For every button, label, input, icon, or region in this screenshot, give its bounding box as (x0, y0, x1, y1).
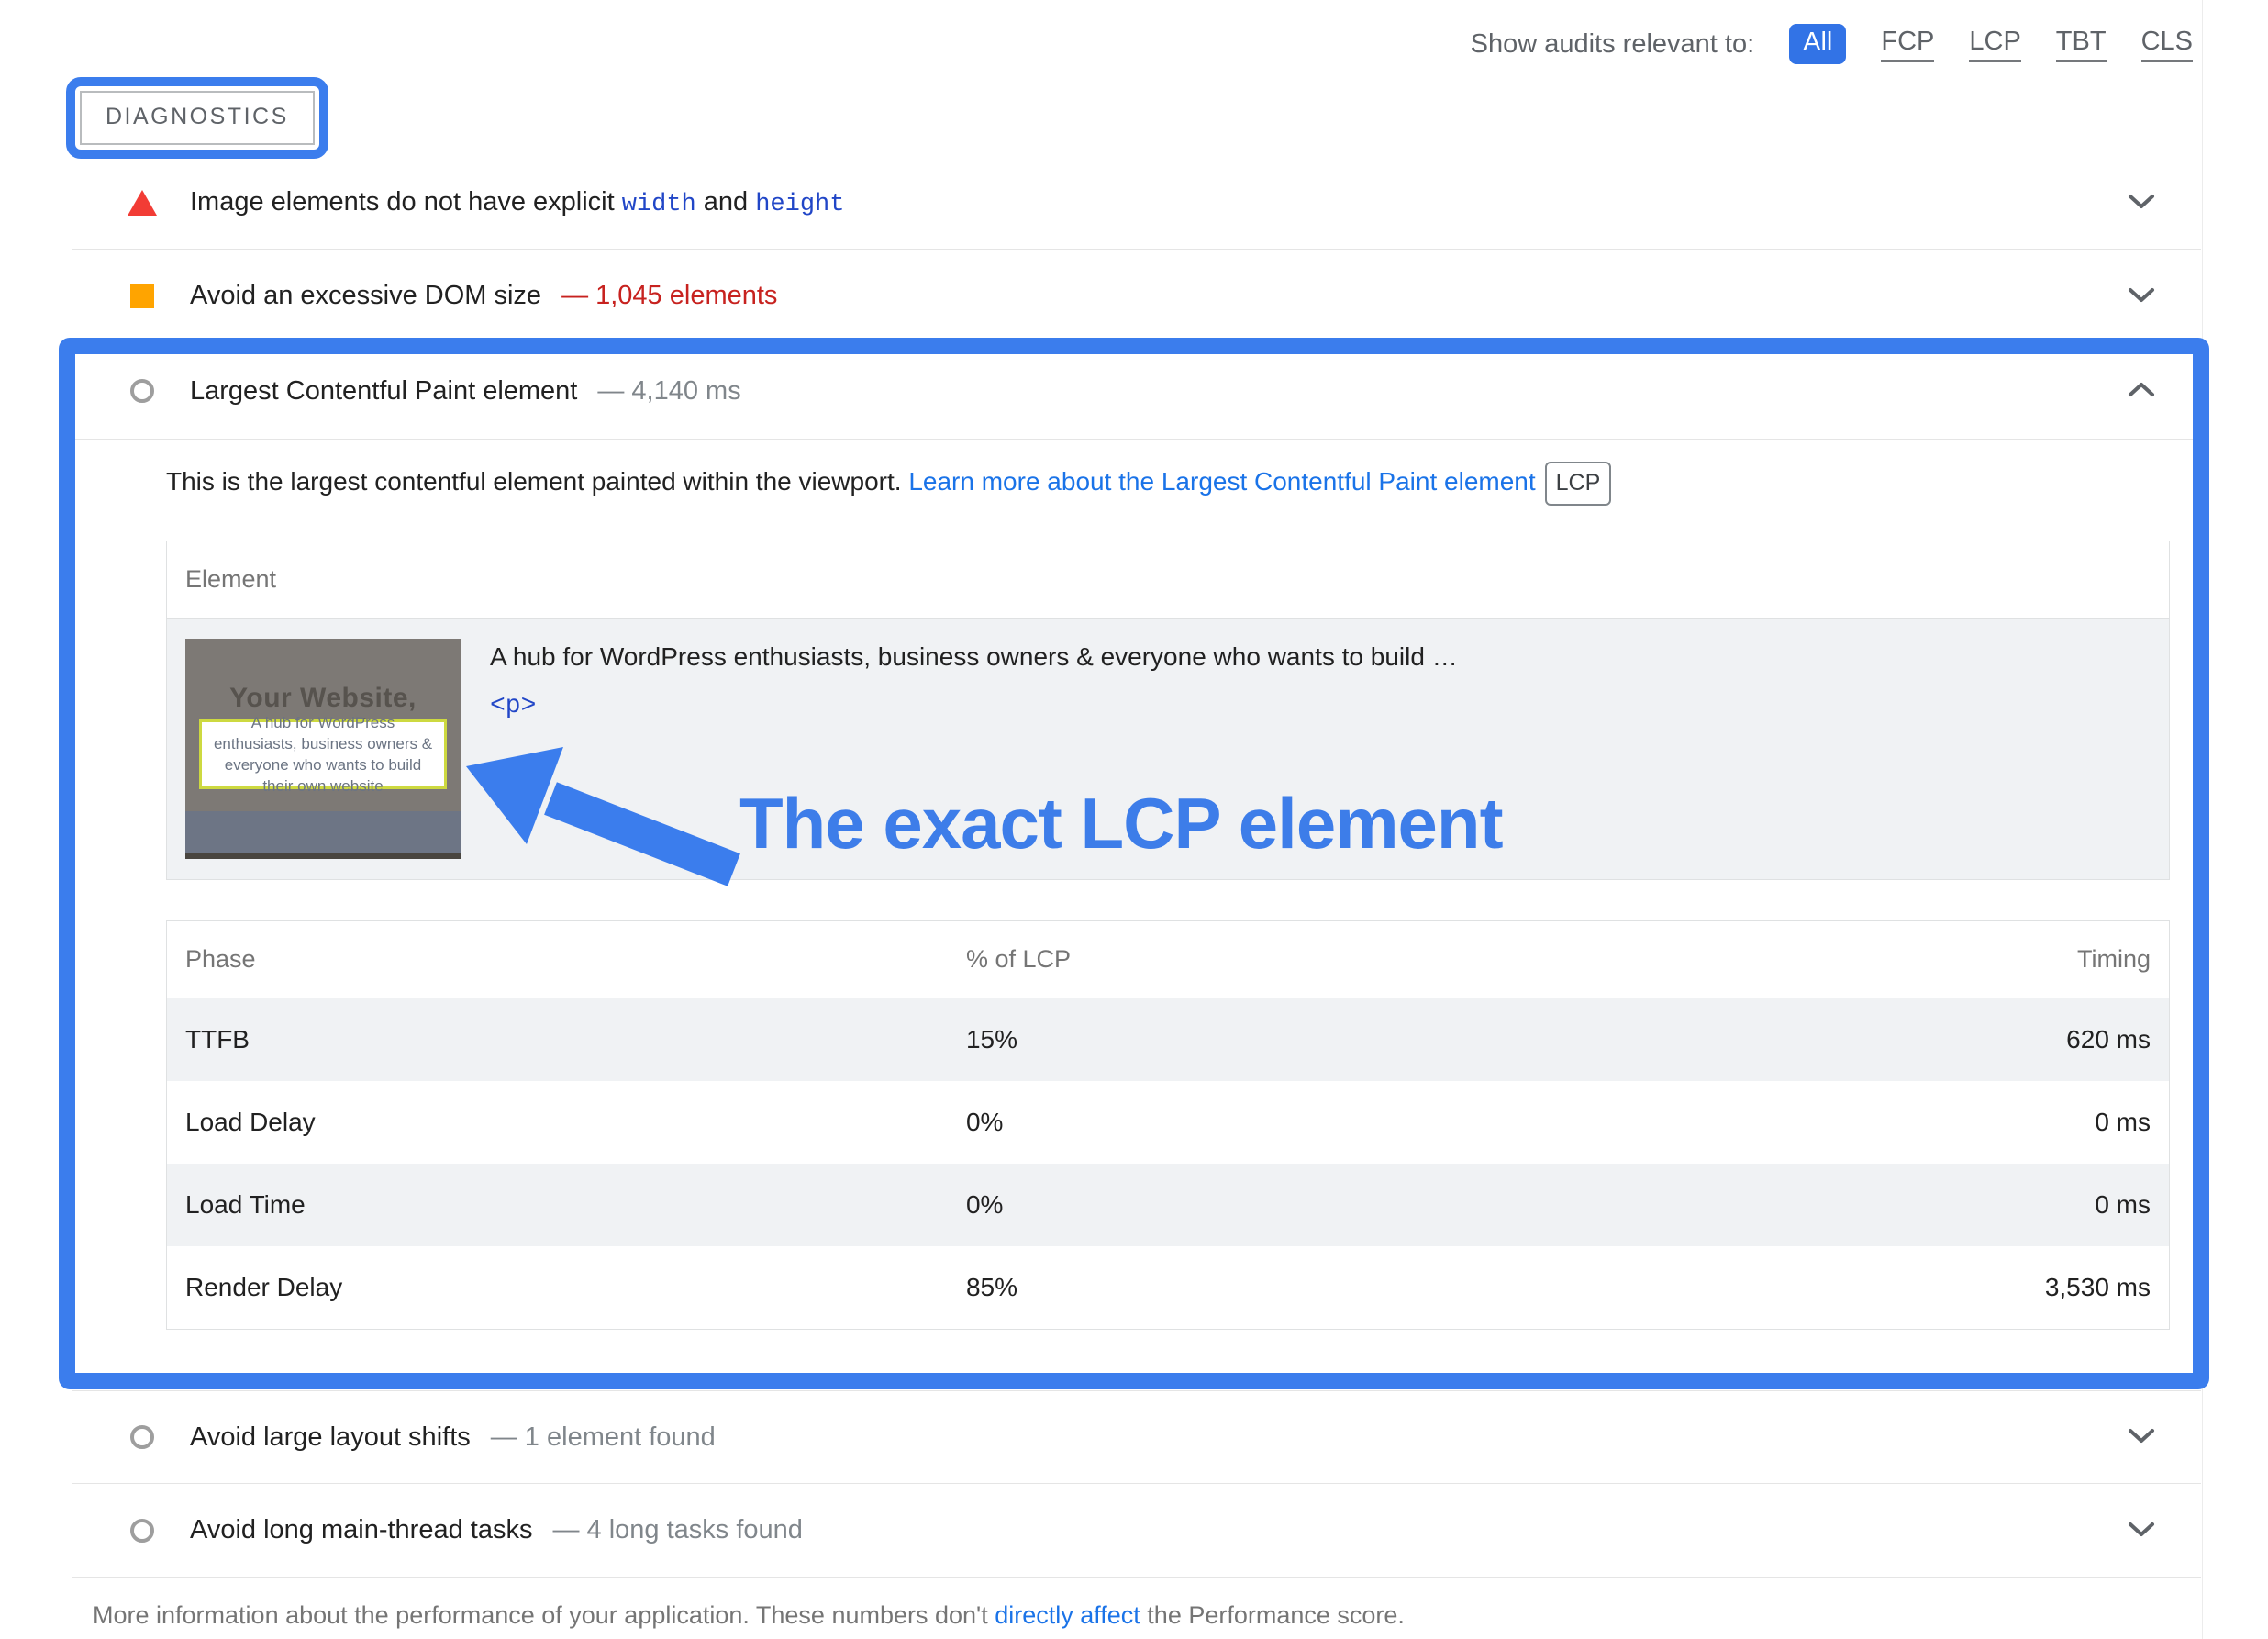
audit-row-dom-size[interactable]: Avoid an excessive DOM size — 1,045 elem… (72, 250, 2201, 343)
lcp-element-thumbnail: Your Website, Sorted A hub for WordPress… (185, 639, 461, 859)
timing-cell: 0 ms (2095, 1108, 2151, 1136)
audit-title: Avoid an excessive DOM size (190, 281, 542, 310)
phase-cell: Load Delay (185, 1108, 316, 1136)
audit-value: — 1 element found (490, 1422, 716, 1452)
thumbnail-paragraph: A hub for WordPress enthusiasts, busines… (213, 714, 433, 795)
diagnostics-annotation-box: DIAGNOSTICS (66, 77, 328, 159)
audit-value: — 4 long tasks found (552, 1515, 803, 1544)
timing-cell: 0 ms (1628, 1164, 2169, 1246)
element-node-info: A hub for WordPress enthusiasts, busines… (490, 639, 1458, 859)
filter-chip-tbt[interactable]: TBT (2055, 27, 2107, 62)
code-height: height (755, 190, 845, 218)
footer-note: More information about the performance o… (93, 1601, 1405, 1629)
audit-value: — 4,140 ms (597, 375, 741, 406)
directly-affect-link[interactable]: directly affect (995, 1601, 1140, 1629)
pct-cell: 0% (947, 1164, 1629, 1246)
chevron-up-icon (2128, 382, 2155, 398)
filter-chip-cls[interactable]: CLS (2140, 27, 2193, 62)
code-width: width (621, 190, 696, 218)
chevron-down-icon (2128, 1522, 2155, 1538)
phase-cell: Load Time (167, 1164, 948, 1246)
phase-cell: Render Delay (185, 1273, 343, 1301)
timing-cell: 620 ms (1628, 998, 2169, 1081)
chevron-down-icon (2128, 1428, 2155, 1444)
audit-row-long-tasks[interactable]: Avoid long main-thread tasks — 4 long ta… (72, 1484, 2201, 1578)
element-table-header: Element (167, 541, 2169, 619)
element-table-row: Your Website, Sorted A hub for WordPress… (167, 619, 2169, 879)
element-node-text: A hub for WordPress enthusiasts, busines… (490, 642, 1458, 671)
timing-cell: 3,530 ms (2044, 1273, 2151, 1301)
pct-cell: 0% (965, 1108, 1004, 1136)
thumbnail-footer-band (185, 811, 461, 853)
audit-row-lcp-element[interactable]: Largest Contentful Paint element — 4,140… (72, 343, 2201, 440)
info-circle-icon (128, 379, 157, 403)
chevron-down-icon (2128, 194, 2155, 210)
diagnostics-audit-list: Image elements do not have explicit widt… (72, 156, 2201, 1630)
phase-cell: TTFB (167, 998, 948, 1081)
container-right-border (2202, 0, 2203, 1639)
table-row: TTFB 15% 620 ms (167, 998, 2169, 1081)
table-row: Load Time 0% 0 ms (167, 1164, 2169, 1246)
lcp-element-table: Element Your Website, Sorted A hub for W… (166, 541, 2170, 880)
filter-chip-all[interactable]: All (1789, 24, 1847, 64)
element-node-selector[interactable]: <p> (490, 692, 537, 720)
audit-row-layout-shifts[interactable]: Avoid large layout shifts — 1 element fo… (72, 1390, 2201, 1484)
pct-cell: 85% (965, 1273, 1018, 1301)
average-square-icon (128, 284, 157, 308)
audit-filter-bar: Show audits relevant to: All FCP LCP TBT… (1471, 24, 2193, 64)
audit-title: Image elements do not have explicit widt… (190, 186, 845, 218)
lcp-phase-table: Phase % of LCP Timing TTFB 15% 620 ms Lo… (166, 920, 2170, 1330)
audit-title: Largest Contentful Paint element (190, 375, 578, 406)
phase-col-header: Phase (167, 921, 948, 998)
phase-table-header-row: Phase % of LCP Timing (167, 921, 2169, 998)
audit-title: Avoid large layout shifts (190, 1422, 471, 1452)
table-row: Render Delay 85% 3,530 ms (167, 1246, 2169, 1329)
audit-title: Avoid long main-thread tasks (190, 1515, 533, 1544)
timing-col-header: Timing (1628, 921, 2169, 998)
lcp-description: This is the largest contentful element p… (72, 440, 2201, 506)
lcp-badge: LCP (1544, 462, 1612, 506)
thumbnail-highlight-box: A hub for WordPress enthusiasts, busines… (199, 714, 447, 795)
lcp-expanded-panel: This is the largest contentful element p… (72, 440, 2201, 1390)
pct-col-header: % of LCP (947, 921, 1629, 998)
audit-value: — 1,045 elements (561, 281, 778, 310)
section-title: DIAGNOSTICS (80, 91, 315, 145)
chevron-down-icon (2128, 287, 2155, 304)
audit-row-image-elements[interactable]: Image elements do not have explicit widt… (72, 156, 2201, 250)
table-row: Load Delay 0% 0 ms (167, 1081, 2169, 1164)
filter-chip-lcp[interactable]: LCP (1969, 27, 2021, 62)
pct-cell: 15% (947, 998, 1629, 1081)
info-circle-icon (128, 1518, 157, 1543)
filter-chip-fcp[interactable]: FCP (1881, 27, 1935, 62)
fail-triangle-icon (128, 189, 157, 216)
thumbnail-bottom-strip (185, 853, 461, 859)
filter-bar-label: Show audits relevant to: (1470, 28, 1755, 59)
info-circle-icon (128, 1425, 157, 1449)
lcp-learn-more-link[interactable]: Learn more about the Largest Contentful … (908, 467, 1536, 496)
